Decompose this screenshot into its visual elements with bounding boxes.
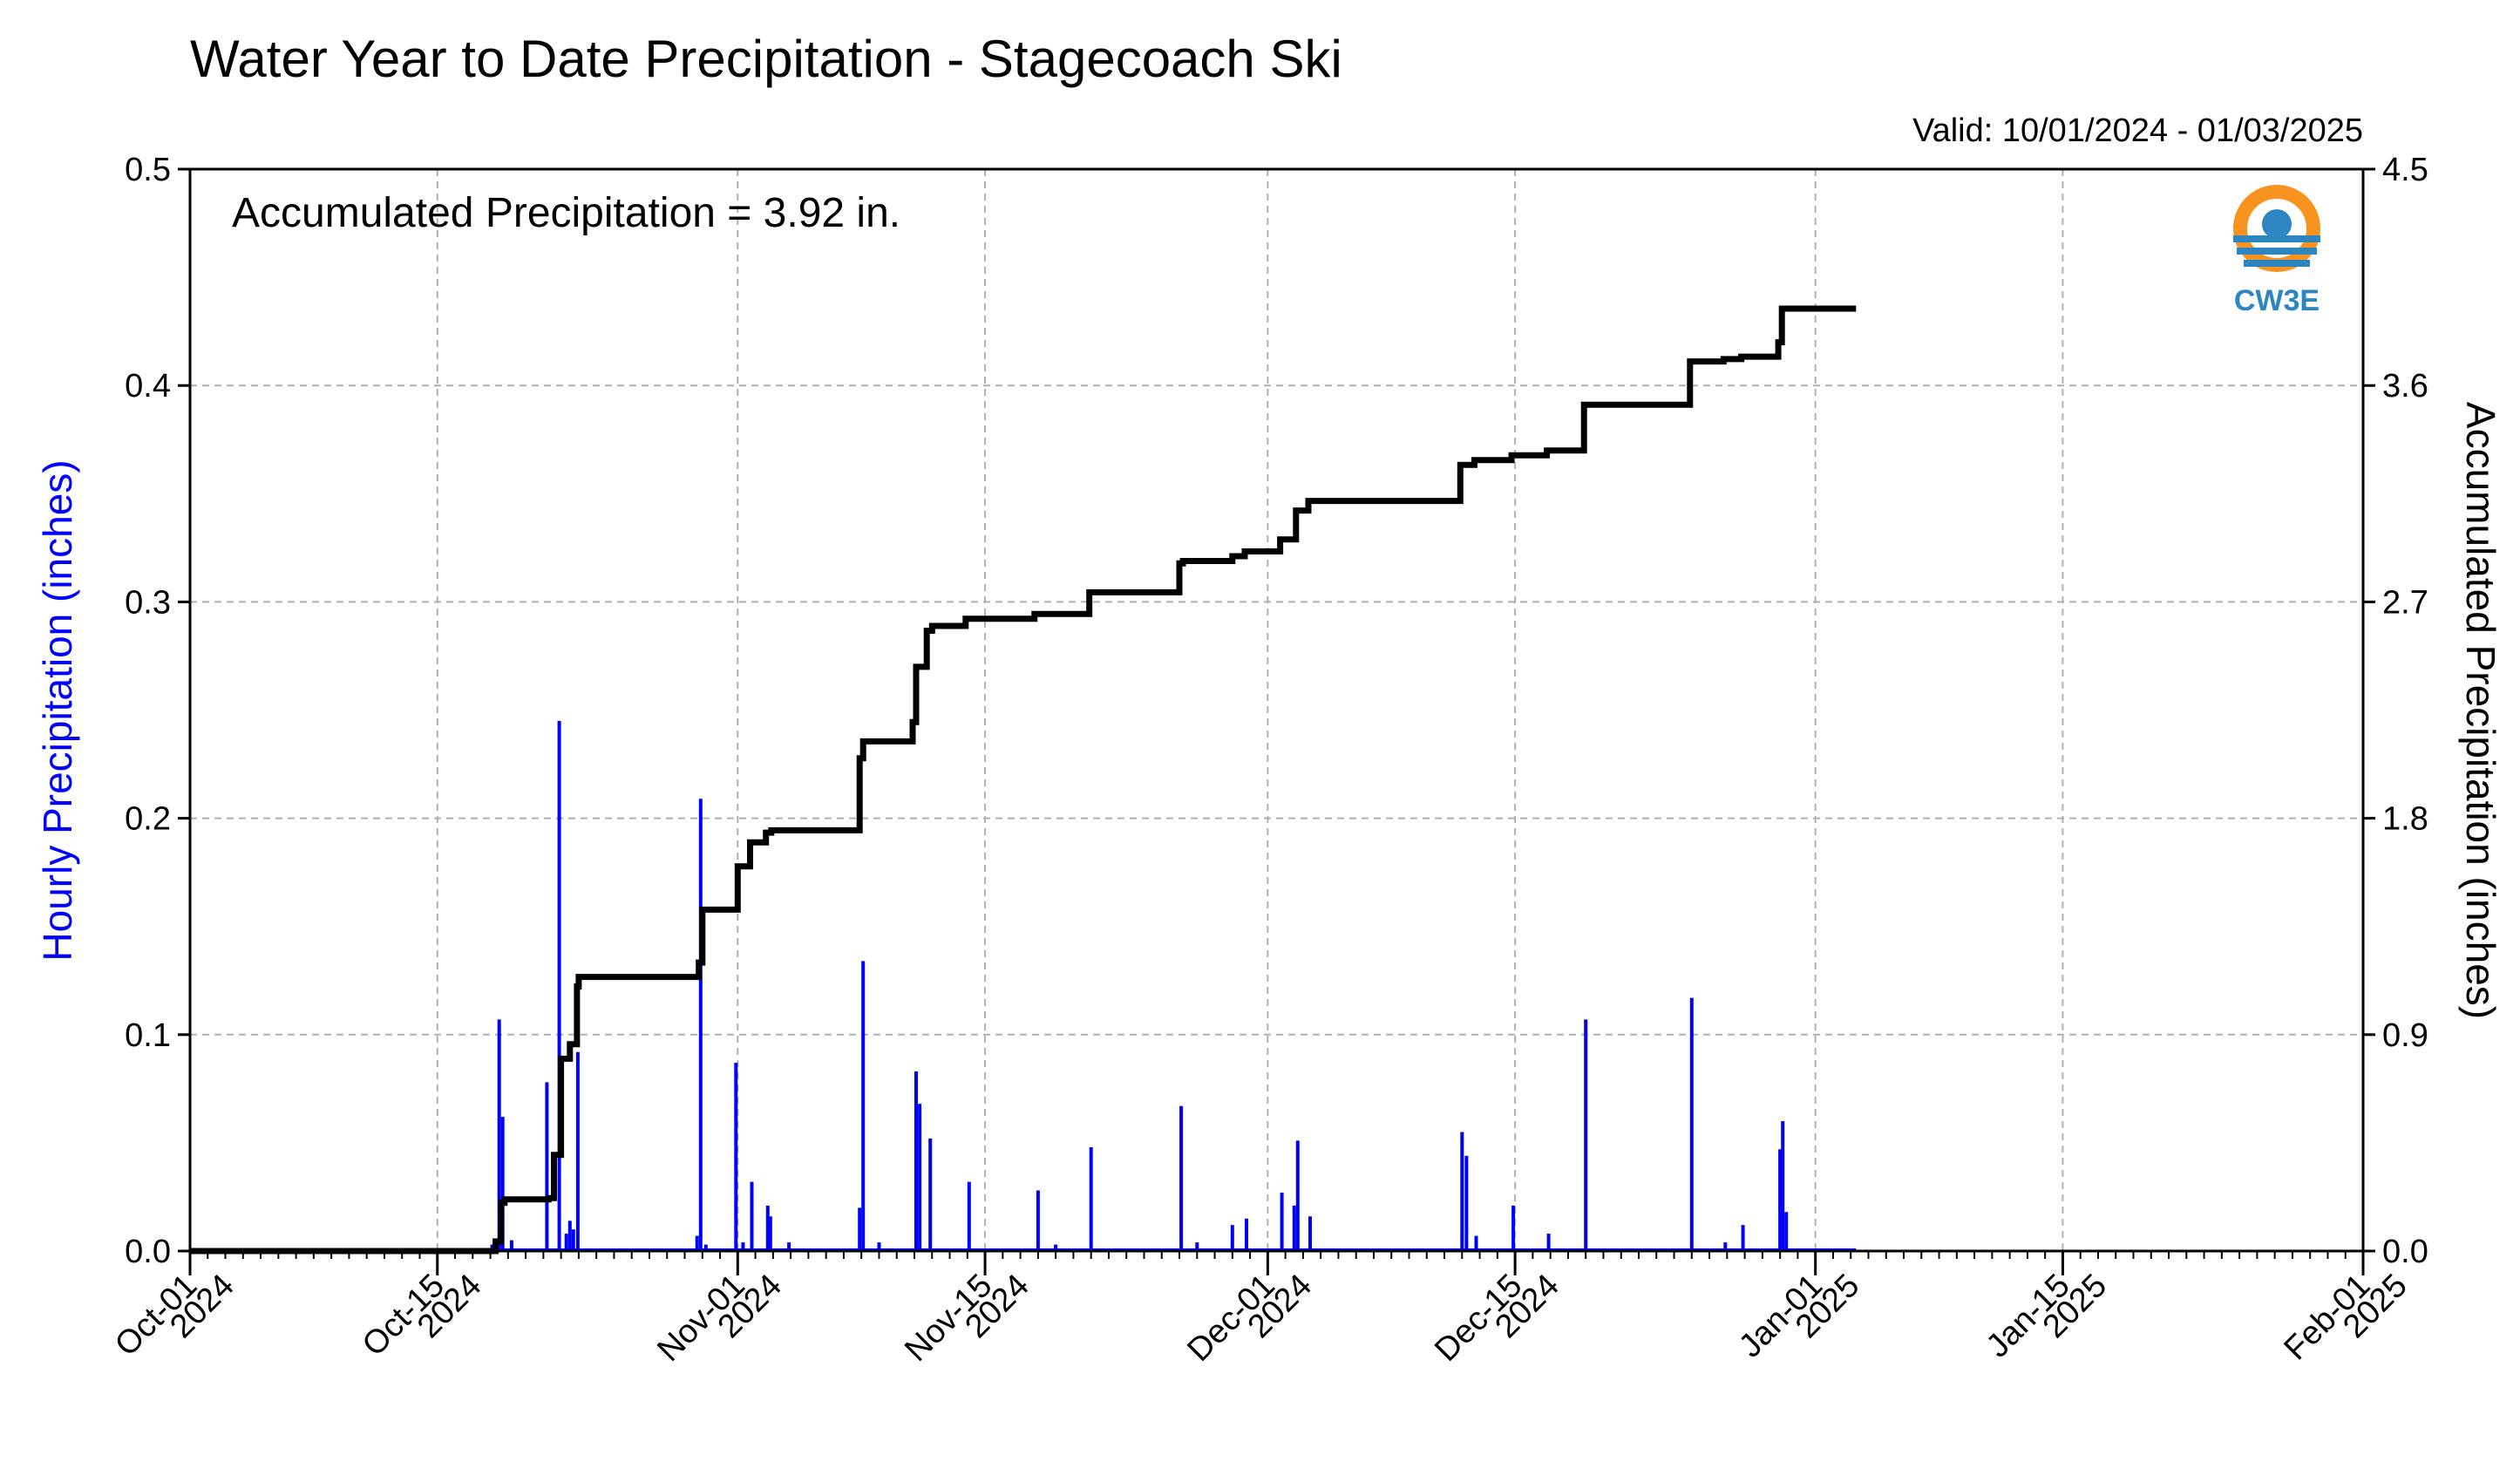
left-y-tick-label: 0.4	[125, 368, 171, 405]
hourly-precip-bar	[1584, 1019, 1588, 1251]
logo-text: CW3E	[2234, 284, 2320, 317]
hourly-precipitation-bars	[190, 720, 1857, 1251]
left-y-tick-label: 0.2	[125, 801, 171, 838]
hourly-precip-bar	[509, 1240, 513, 1251]
hourly-precip-bar	[750, 1181, 754, 1251]
hourly-precip-bar	[490, 1244, 494, 1251]
hourly-precip-bar	[1546, 1234, 1551, 1251]
hourly-precip-bar	[1778, 1149, 1783, 1251]
accumulated-annotation: Accumulated Precipitation = 3.92 in.	[232, 190, 900, 236]
hourly-precip-bar	[1460, 1132, 1464, 1251]
logo-water-band-icon	[2237, 248, 2317, 255]
left-y-tick-label: 0.1	[125, 1017, 171, 1054]
hourly-precip-bar	[967, 1181, 971, 1251]
logo-drop-icon	[2262, 209, 2292, 239]
hourly-precip-bar	[1511, 1205, 1516, 1251]
right-y-tick-label: 0.9	[2382, 1017, 2428, 1054]
hourly-precip-bar	[1689, 997, 1694, 1251]
hourly-precip-bar	[928, 1138, 933, 1251]
hourly-precip-bar	[564, 1234, 568, 1251]
left-y-tick-label: 0.0	[125, 1234, 171, 1270]
hourly-precip-bar	[1474, 1235, 1478, 1251]
cw3e-logo: CW3E	[2233, 185, 2320, 317]
valid-date-range: Valid: 10/01/2024 - 01/03/2025	[1912, 112, 2363, 149]
left-axis-title: Hourly Precipitation (inches)	[35, 459, 80, 961]
hourly-precip-bar	[571, 1229, 575, 1251]
plot-frame	[188, 167, 2365, 1253]
hourly-precip-bar	[575, 1051, 580, 1251]
hourly-precip-bar	[768, 1216, 772, 1251]
hourly-precip-bar	[765, 1205, 770, 1251]
hourly-precip-bar	[1089, 1146, 1093, 1251]
hourly-precip-bar	[1054, 1244, 1058, 1251]
chart-title: Water Year to Date Precipitation - Stage…	[190, 30, 1342, 88]
right-y-tick-label: 2.7	[2382, 584, 2428, 621]
hourly-precip-bar	[914, 1071, 918, 1251]
hourly-precip-bar	[861, 961, 866, 1251]
hourly-precip-bar	[877, 1242, 881, 1251]
hourly-precip-bar	[1464, 1155, 1469, 1251]
hourly-precip-bar	[703, 1244, 708, 1251]
hourly-precip-bar	[500, 1117, 505, 1251]
hourly-precip-bar	[557, 720, 561, 1251]
left-y-tick-label: 0.5	[125, 152, 171, 188]
hourly-precip-bar	[1723, 1242, 1728, 1251]
hourly-precip-bar	[698, 799, 703, 1251]
left-y-tick-label: 0.3	[125, 584, 171, 621]
hourly-precip-bar	[1245, 1218, 1248, 1251]
hourly-precip-bar	[1308, 1216, 1312, 1251]
hourly-precip-bar	[1179, 1105, 1184, 1251]
hourly-precip-bar	[787, 1242, 791, 1251]
right-y-tick-label: 3.6	[2382, 368, 2428, 405]
grid-lines	[190, 169, 2363, 1251]
logo-water-band-icon	[2244, 260, 2310, 267]
hourly-precip-bar	[1230, 1225, 1234, 1251]
left-y-axis: 0.0 0.1 0.2 0.3 0.4 0.5	[125, 152, 190, 1270]
logo-water-band-icon	[2233, 235, 2320, 242]
hourly-precip-bar	[497, 1019, 501, 1251]
accumulated-precipitation-line	[190, 305, 1857, 1255]
hourly-precip-bar	[1292, 1205, 1296, 1251]
hourly-precip-bar	[1781, 1121, 1785, 1251]
hourly-precip-bar	[918, 1104, 922, 1251]
hourly-precip-bar	[545, 1082, 549, 1251]
right-axis-title: Accumulated Precipitation (inches)	[2458, 402, 2503, 1019]
hourly-precip-bar	[1741, 1225, 1745, 1251]
hourly-precip-bar	[695, 1235, 699, 1251]
hourly-precip-bar	[1784, 1212, 1789, 1251]
hourly-precip-bar	[734, 1063, 738, 1251]
hourly-precip-bar	[1295, 1140, 1300, 1251]
right-y-axis: 0.0 0.9 1.8 2.7 3.6 4.5	[2363, 152, 2428, 1270]
hourly-precip-bar	[858, 1207, 862, 1251]
hourly-precip-bar	[741, 1242, 745, 1251]
right-y-tick-label: 0.0	[2382, 1234, 2428, 1270]
hourly-precip-bar	[1195, 1242, 1199, 1251]
hourly-precip-bar	[567, 1221, 572, 1251]
right-y-tick-label: 4.5	[2382, 152, 2428, 188]
hourly-precip-bar	[1036, 1190, 1040, 1251]
accumulated-series-line	[190, 305, 1857, 1255]
right-y-tick-label: 1.8	[2382, 801, 2428, 838]
hourly-precip-bar	[1280, 1193, 1284, 1251]
